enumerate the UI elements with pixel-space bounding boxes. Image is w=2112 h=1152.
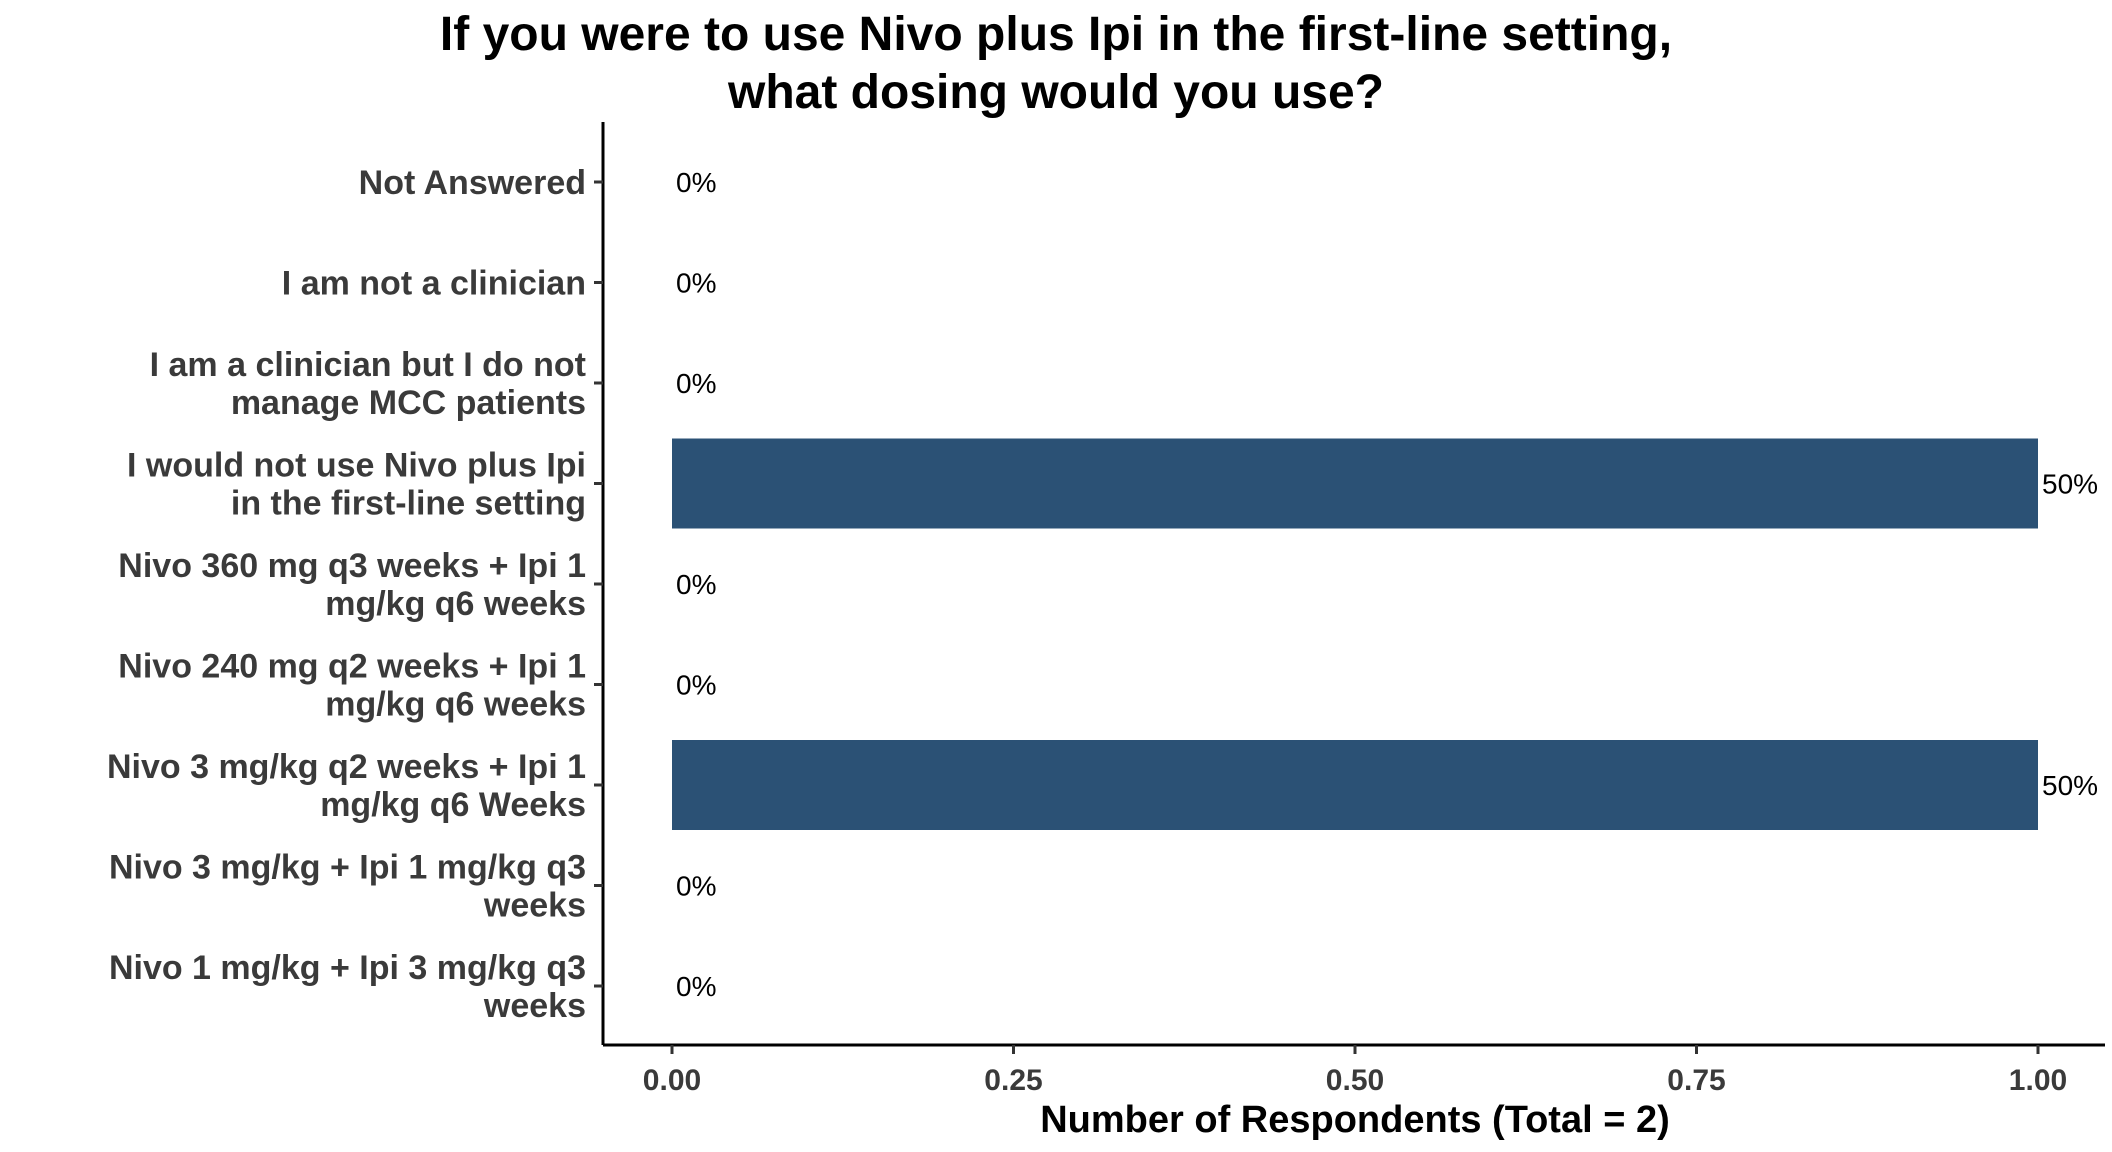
data-label: 50% <box>2042 469 2098 500</box>
bars-group <box>672 438 2038 830</box>
y-tick-label: I am a clinician but I do not manage MCC … <box>150 346 586 422</box>
bar <box>672 438 2038 529</box>
data-label: 0% <box>676 368 716 399</box>
data-label: 0% <box>676 268 716 299</box>
y-tick-label: Nivo 3 mg/kg + Ipi 1 mg/kg q3 weeks <box>109 849 586 925</box>
y-tick-label: Nivo 1 mg/kg + Ipi 3 mg/kg q3 weeks <box>109 949 586 1025</box>
y-tick-label: Nivo 240 mg q2 weeks + Ipi 1 mg/kg q6 wee… <box>118 648 586 724</box>
y-tick-label: Nivo 3 mg/kg q2 weeks + Ipi 1 mg/kg q6 We… <box>107 748 586 824</box>
x-tick-label: 0.50 <box>1326 1064 1384 1097</box>
data-label: 50% <box>2042 770 2098 801</box>
bar <box>672 740 2038 830</box>
data-label: 0% <box>676 670 716 701</box>
data-label: 0% <box>676 871 716 902</box>
axes-group <box>601 122 2105 1047</box>
data-label: 0% <box>676 569 716 600</box>
data-label: 0% <box>676 167 716 198</box>
chart-title: If you were to use Nivo plus Ipi in the … <box>439 8 1673 119</box>
y-tick-label: Nivo 360 mg q3 weeks + Ipi 1 mg/kg q6 wee… <box>118 547 586 623</box>
y-axis-labels: Not Answered I am not a clinician I am a c… <box>107 164 603 1025</box>
y-tick-label: Not Answered <box>359 164 586 202</box>
y-tick-label: I would not use Nivo plus Ipi in the firs… <box>127 447 586 523</box>
y-tick-label: I am not a clinician <box>282 265 586 303</box>
x-tick-label: 1.00 <box>2009 1064 2067 1097</box>
x-tick-label: 0.75 <box>1667 1064 1725 1097</box>
x-axis-title: Number of Respondents (Total = 2) <box>1040 1099 1670 1141</box>
data-labels: 0% 0% 0% 50% 0% 0% 50% 0% 0% <box>676 167 2098 1002</box>
data-label: 0% <box>676 971 716 1002</box>
x-tick-label: 0.00 <box>643 1064 701 1097</box>
x-axis-ticks: 0.00 0.25 0.50 0.75 1.00 <box>643 1045 2067 1097</box>
x-tick-label: 0.25 <box>984 1064 1042 1097</box>
